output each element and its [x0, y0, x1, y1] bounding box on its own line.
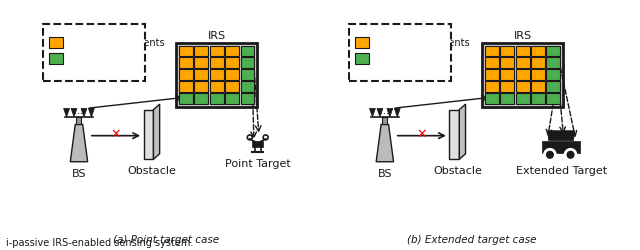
- Bar: [195, 58, 208, 69]
- Text: ✕: ✕: [111, 128, 121, 140]
- Text: BS: BS: [378, 168, 392, 178]
- Bar: [500, 46, 514, 57]
- Bar: [252, 142, 263, 148]
- Polygon shape: [377, 109, 383, 118]
- Bar: [382, 118, 387, 125]
- Bar: [210, 46, 224, 57]
- Polygon shape: [143, 110, 154, 160]
- Polygon shape: [460, 105, 465, 160]
- Polygon shape: [63, 109, 70, 118]
- Bar: [543, 141, 580, 154]
- Bar: [547, 94, 561, 105]
- Bar: [179, 70, 193, 81]
- Polygon shape: [88, 109, 94, 118]
- Bar: [531, 58, 545, 69]
- Text: Reflecting elements: Reflecting elements: [67, 38, 164, 48]
- Bar: [49, 54, 63, 64]
- Polygon shape: [449, 110, 460, 160]
- Text: (a) Point target case: (a) Point target case: [113, 234, 219, 244]
- Text: Obstacle: Obstacle: [433, 166, 482, 176]
- Bar: [179, 94, 193, 105]
- Bar: [531, 94, 545, 105]
- Bar: [531, 82, 545, 93]
- Bar: [516, 82, 529, 93]
- Text: Obstacle: Obstacle: [127, 166, 176, 176]
- Text: Reflecting elements: Reflecting elements: [372, 38, 470, 48]
- Circle shape: [565, 150, 576, 160]
- Text: i-passive IRS-enabled sensing system.: i-passive IRS-enabled sensing system.: [6, 238, 194, 248]
- Bar: [176, 44, 257, 107]
- Bar: [547, 58, 561, 69]
- Text: Extended Target: Extended Target: [516, 166, 607, 176]
- Bar: [49, 38, 63, 48]
- Bar: [547, 46, 561, 57]
- Text: ···: ···: [380, 108, 389, 118]
- Bar: [241, 70, 255, 81]
- Bar: [482, 44, 563, 107]
- Text: BS: BS: [72, 168, 86, 178]
- Bar: [500, 58, 514, 69]
- Bar: [500, 70, 514, 81]
- Polygon shape: [369, 109, 376, 118]
- Bar: [195, 46, 208, 57]
- Bar: [241, 58, 255, 69]
- Text: (b) Extended target case: (b) Extended target case: [407, 234, 536, 244]
- Bar: [485, 94, 499, 105]
- Bar: [195, 82, 208, 93]
- Bar: [195, 70, 208, 81]
- FancyBboxPatch shape: [349, 25, 451, 82]
- Bar: [225, 58, 239, 69]
- Bar: [531, 46, 545, 57]
- Text: Sensors: Sensors: [67, 54, 105, 64]
- Circle shape: [545, 150, 556, 160]
- Text: IRS: IRS: [513, 30, 532, 40]
- Polygon shape: [547, 131, 575, 141]
- Bar: [241, 82, 255, 93]
- Bar: [210, 94, 224, 105]
- Bar: [355, 54, 369, 64]
- Bar: [485, 58, 499, 69]
- Bar: [547, 82, 561, 93]
- Bar: [77, 118, 81, 125]
- Bar: [179, 58, 193, 69]
- Bar: [195, 94, 208, 105]
- Polygon shape: [376, 125, 394, 162]
- Bar: [516, 70, 529, 81]
- Text: ✕: ✕: [417, 128, 427, 140]
- Bar: [485, 70, 499, 81]
- Bar: [241, 94, 255, 105]
- Bar: [210, 58, 224, 69]
- Text: Sensors: Sensors: [372, 54, 411, 64]
- Bar: [516, 58, 529, 69]
- Bar: [516, 94, 529, 105]
- Text: ···: ···: [74, 108, 83, 118]
- Text: IRS: IRS: [207, 30, 226, 40]
- Bar: [485, 82, 499, 93]
- Polygon shape: [154, 105, 159, 160]
- Text: Point Target: Point Target: [225, 158, 291, 168]
- Polygon shape: [394, 109, 400, 118]
- Bar: [547, 70, 561, 81]
- Bar: [210, 70, 224, 81]
- Polygon shape: [71, 109, 77, 118]
- Polygon shape: [387, 109, 393, 118]
- FancyBboxPatch shape: [43, 25, 145, 82]
- Bar: [179, 82, 193, 93]
- Polygon shape: [70, 125, 88, 162]
- Bar: [225, 94, 239, 105]
- Bar: [225, 46, 239, 57]
- Bar: [500, 82, 514, 93]
- Bar: [500, 94, 514, 105]
- Bar: [355, 38, 369, 48]
- Polygon shape: [81, 109, 87, 118]
- Bar: [516, 46, 529, 57]
- Bar: [225, 82, 239, 93]
- Bar: [485, 46, 499, 57]
- Bar: [531, 70, 545, 81]
- Bar: [179, 46, 193, 57]
- Bar: [225, 70, 239, 81]
- Bar: [210, 82, 224, 93]
- Bar: [241, 46, 255, 57]
